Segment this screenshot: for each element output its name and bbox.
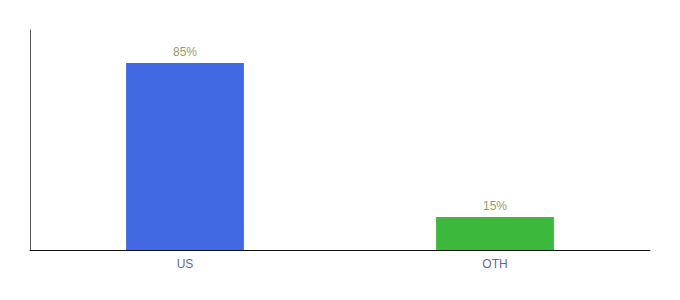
svg-text:15%: 15%	[483, 199, 507, 213]
svg-text:OTH: OTH	[482, 257, 507, 271]
svg-text:85%: 85%	[173, 45, 197, 59]
svg-text:US: US	[177, 257, 194, 271]
